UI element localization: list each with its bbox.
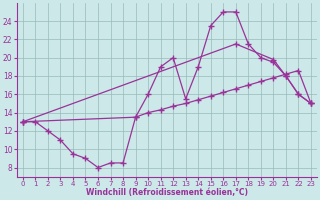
X-axis label: Windchill (Refroidissement éolien,°C): Windchill (Refroidissement éolien,°C) <box>86 188 248 197</box>
